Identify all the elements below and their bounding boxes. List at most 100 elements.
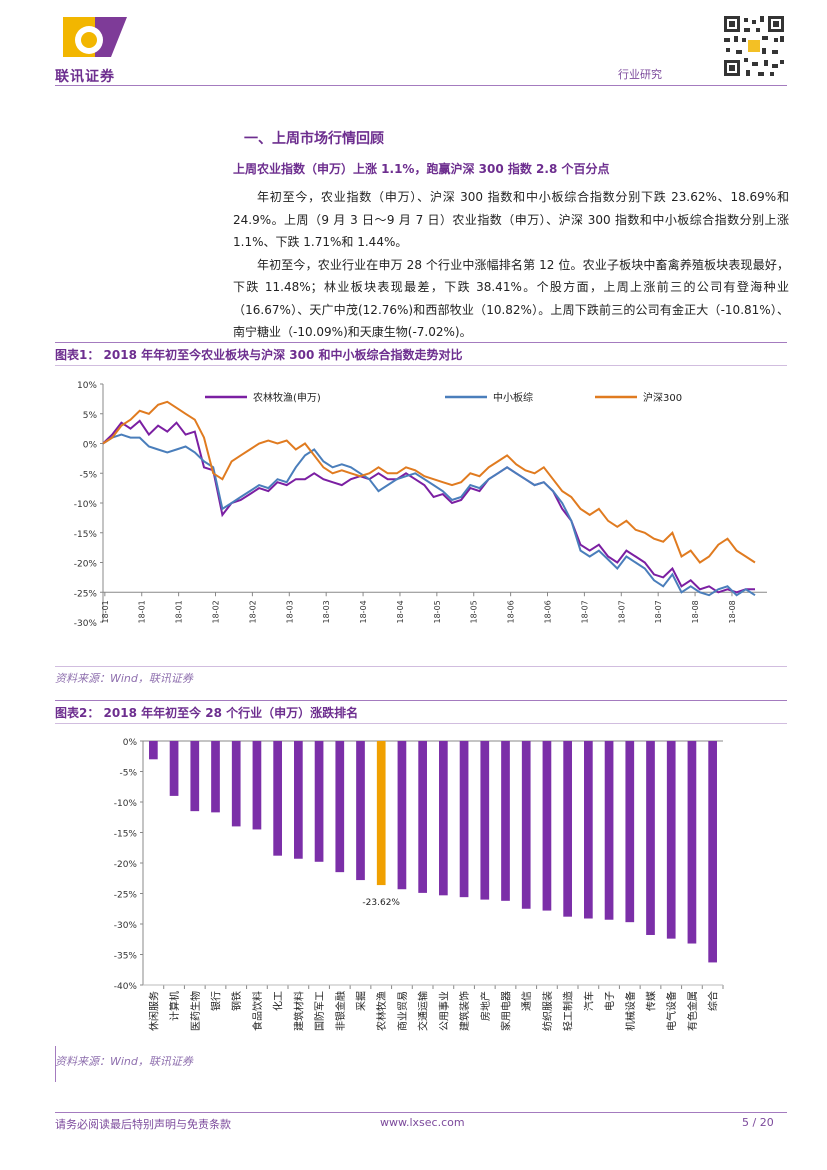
bar (625, 741, 635, 923)
report-type: 行业研究 (618, 68, 662, 81)
paragraph: 年初至今，农业指数（申万）、沪深 300 指数和中小板综合指数分别下跌 23.6… (233, 190, 789, 249)
body-text: 年初至今，农业指数（申万）、沪深 300 指数和中小板综合指数分别下跌 23.6… (233, 186, 789, 344)
y-tick-label: -5% (79, 470, 97, 480)
figure-rule (55, 700, 787, 701)
series-line (102, 419, 755, 594)
y-tick-label: -20% (74, 560, 98, 570)
category-label: 化工 (272, 991, 285, 1011)
bar (252, 741, 262, 830)
x-tick-label: 18-01 (138, 600, 147, 623)
bar (604, 741, 614, 920)
qr-code-icon (722, 14, 786, 78)
bar (231, 741, 241, 827)
figure1-caption: 图表1： 2018 年年初至今农业板块与沪深 300 和中小板综合指数走势对比 (55, 348, 463, 362)
bar (563, 741, 572, 917)
x-tick-label: 18-06 (507, 600, 516, 623)
bar (169, 741, 179, 796)
logo: 联讯证券 (55, 12, 135, 85)
y-tick-label: 10% (77, 381, 97, 391)
line-chart: 10%5%0%-5%-10%-15%-20%-25%-30%18-01 18-01… (74, 381, 767, 629)
category-label: 通信 (521, 991, 533, 1011)
x-tick-label: 18-05 (470, 600, 479, 623)
bar (646, 741, 655, 935)
figure-rule (55, 365, 787, 366)
bar (459, 741, 469, 898)
category-label: 食品饮料 (251, 991, 264, 1031)
disclaimer-link[interactable]: 请务必阅读最后特别声明与免责条款 (55, 1118, 231, 1131)
y-tick-label: -5% (119, 769, 137, 779)
category-label: 轻工制造 (562, 991, 575, 1031)
category-label: 医药生物 (189, 991, 202, 1031)
x-tick-label: 18-01 (101, 600, 110, 623)
category-label: 电气设备 (665, 991, 678, 1031)
legend-label: 沪深300 (643, 391, 682, 404)
category-label: 建筑装饰 (458, 991, 471, 1031)
x-tick-label: 18-03 (322, 600, 331, 623)
x-tick-label: 18-02 (212, 600, 221, 623)
category-label: 房地产 (479, 991, 492, 1021)
category-label: 采掘 (355, 991, 368, 1011)
x-tick-label: 18-06 (544, 600, 553, 623)
x-tick-label: 18-02 (248, 600, 257, 623)
category-label: 国防军工 (313, 991, 326, 1031)
figure-rule (55, 342, 787, 343)
paragraph: 年初至今，农业行业在申万 28 个行业中涨幅排名第 12 位。农业子板块中畜禽养… (233, 257, 789, 340)
category-label: 钢铁 (230, 991, 243, 1011)
category-label: 综合 (707, 991, 720, 1011)
category-label: 公用事业 (437, 991, 450, 1031)
bar (687, 741, 697, 944)
y-tick-label: -15% (74, 530, 98, 540)
qr-code (722, 14, 786, 78)
category-label: 计算机 (168, 991, 181, 1021)
y-tick-label: -40% (114, 982, 138, 992)
y-tick-label: -25% (74, 589, 98, 599)
series-line (102, 433, 756, 597)
category-label: 电子 (603, 991, 616, 1011)
bar (418, 741, 427, 893)
figure-rule (55, 666, 787, 667)
section-title: 一、上周市场行情回顾 (244, 131, 384, 147)
bar-chart: 0% -5% -10% -15% -20% -25% -30% -35% -40% 休闲服务 计算机… (114, 738, 724, 1031)
y-tick-label: 0% (83, 441, 98, 451)
category-label: 有色金属 (686, 991, 699, 1031)
figure-rule (55, 723, 787, 724)
y-tick-label: -35% (114, 952, 138, 962)
bar (708, 741, 717, 963)
section-subtitle: 上周农业指数（申万）上涨 1.1%，跑赢沪深 300 指数 2.8 个百分点 (233, 162, 610, 176)
footer-rule (55, 1112, 787, 1113)
category-label: 非银金融 (334, 991, 347, 1031)
x-tick-label: 18-07 (580, 600, 589, 623)
x-tick-label: 18-07 (617, 600, 626, 623)
header-rule (55, 85, 787, 86)
figure2-caption: 图表2： 2018 年年初至今 28 个行业（申万）涨跌排名 (55, 706, 359, 720)
y-tick-label: -30% (114, 921, 138, 931)
bar (314, 741, 324, 862)
bar (397, 741, 407, 890)
figure2-source: 资料来源：Wind，联讯证券 (55, 1055, 193, 1068)
bar (480, 741, 490, 900)
category-label: 建筑材料 (292, 991, 305, 1031)
y-tick-label: -15% (114, 830, 138, 840)
x-tick-label: 18-08 (691, 600, 700, 623)
bar (501, 741, 510, 901)
category-label: 农林牧渔 (375, 991, 388, 1031)
category-label: 商业贸易 (396, 991, 409, 1031)
data-label: -23.62% (362, 898, 400, 908)
bar (376, 741, 386, 886)
category-label: 休闲服务 (147, 991, 160, 1031)
y-tick-label: -10% (114, 799, 138, 809)
legend-label: 农林牧渔(申万) (253, 391, 321, 404)
y-tick-label: -25% (114, 891, 138, 901)
bar (521, 741, 531, 909)
bar (190, 741, 200, 812)
legend-label: 中小板综 (493, 391, 533, 404)
page-number: 5 / 20 (742, 1116, 774, 1129)
x-tick-label: 18-08 (728, 600, 737, 623)
x-tick-label: 18-05 (433, 600, 442, 623)
bar (273, 741, 282, 856)
y-tick-label: 0% (123, 738, 138, 748)
x-tick-label: 18-04 (396, 600, 405, 623)
figure-rule (55, 1046, 56, 1082)
website-link[interactable]: www.lxsec.com (380, 1116, 465, 1129)
category-label: 家用电器 (500, 991, 513, 1031)
